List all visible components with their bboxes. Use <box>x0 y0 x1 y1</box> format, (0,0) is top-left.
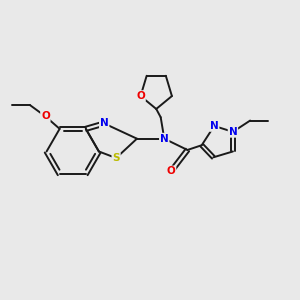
Text: N: N <box>229 127 237 137</box>
Text: O: O <box>167 167 176 176</box>
Text: N: N <box>100 118 109 128</box>
Text: O: O <box>41 111 50 122</box>
Text: S: S <box>112 153 120 163</box>
Text: N: N <box>210 121 219 131</box>
Text: N: N <box>160 134 169 144</box>
Text: O: O <box>136 91 145 101</box>
